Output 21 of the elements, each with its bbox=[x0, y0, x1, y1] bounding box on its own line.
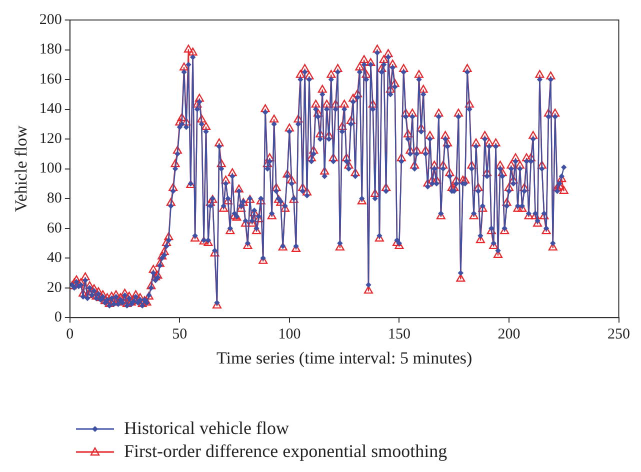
y-axis-title: Vehicle flow bbox=[12, 124, 31, 212]
y-tick-label: 200 bbox=[39, 12, 62, 28]
y-tick-label: 180 bbox=[39, 42, 62, 58]
x-tick-label: 250 bbox=[608, 326, 630, 343]
y-tick-label: 20 bbox=[46, 280, 62, 296]
x-tick-label: 150 bbox=[388, 326, 410, 343]
y-tick-label: 140 bbox=[39, 101, 62, 118]
y-tick-label: 40 bbox=[46, 250, 62, 266]
y-tick-label: 60 bbox=[46, 220, 62, 236]
y-tick-label: 160 bbox=[39, 71, 62, 88]
x-axis-title: Time series (time interval: 5 minutes) bbox=[216, 348, 472, 368]
y-tick-label: 100 bbox=[39, 160, 62, 177]
y-tick-label: 0 bbox=[54, 310, 62, 326]
legend-label: First-order difference exponential smoothing bbox=[124, 441, 448, 462]
x-tick-label: 200 bbox=[498, 326, 520, 343]
y-tick-label: 120 bbox=[39, 130, 62, 147]
x-tick-label: 0 bbox=[66, 326, 74, 343]
x-tick-label: 100 bbox=[278, 326, 301, 343]
y-tick-label: 80 bbox=[46, 190, 62, 206]
x-tick-label: 50 bbox=[172, 326, 188, 343]
legend-label: Historical vehicle flow bbox=[124, 418, 289, 439]
